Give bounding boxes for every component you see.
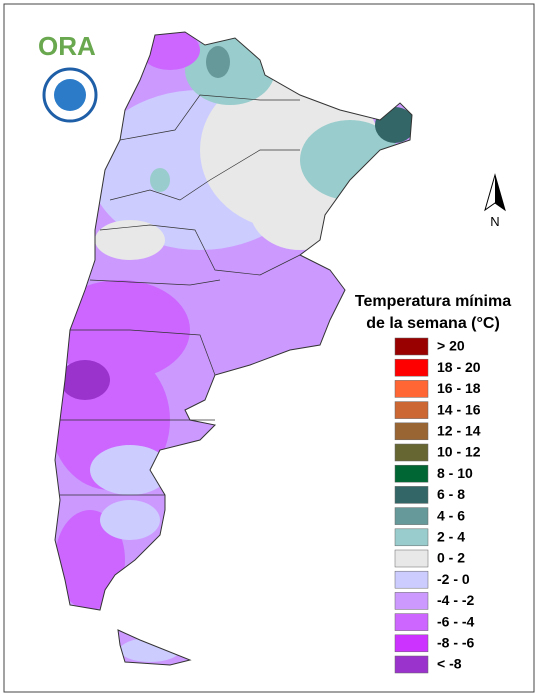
legend-swatch bbox=[394, 337, 429, 356]
legend-swatch bbox=[394, 549, 429, 568]
legend-label: -4 - -2 bbox=[437, 592, 475, 608]
legend-swatch bbox=[394, 358, 429, 377]
legend-label: 10 - 12 bbox=[437, 444, 481, 460]
legend-label: -8 - -6 bbox=[437, 635, 475, 651]
logo-text: ORA bbox=[38, 31, 96, 61]
legend-swatch bbox=[394, 507, 429, 525]
north-label: N bbox=[490, 214, 499, 229]
legend-label: 2 - 4 bbox=[437, 529, 465, 545]
province-borders bbox=[60, 94, 301, 496]
legend-title: de la semana (°C) bbox=[366, 315, 500, 332]
legend-swatch bbox=[394, 422, 429, 441]
legend-label: 12 - 14 bbox=[437, 423, 481, 439]
legend-label: > 20 bbox=[437, 338, 465, 354]
legend-swatch bbox=[394, 613, 429, 631]
north-arrow: N bbox=[484, 173, 506, 229]
legend-swatch bbox=[394, 401, 429, 419]
legend: Temperatura mínima de la semana (°C) > 2… bbox=[355, 293, 511, 674]
legend-swatch bbox=[394, 464, 429, 483]
legend-label: 4 - 6 bbox=[437, 507, 465, 523]
legend-swatch bbox=[394, 634, 429, 653]
legend-label: 18 - 20 bbox=[437, 359, 481, 375]
legend-swatch bbox=[394, 443, 429, 462]
legend-label: 0 - 2 bbox=[437, 550, 465, 566]
legend-swatch bbox=[394, 655, 429, 674]
legend-title: Temperatura mínima bbox=[355, 293, 511, 310]
legend-label: < -8 bbox=[437, 656, 462, 672]
legend-label: 14 - 16 bbox=[437, 401, 481, 417]
legend-swatch bbox=[394, 592, 429, 610]
legend-label: -6 - -4 bbox=[437, 613, 475, 629]
legend-swatch bbox=[394, 570, 429, 589]
legend-swatch bbox=[394, 486, 429, 504]
legend-label: 16 - 18 bbox=[437, 380, 481, 396]
legend-label: 8 - 10 bbox=[437, 465, 473, 481]
legend-swatch bbox=[394, 380, 429, 398]
legend-label: -2 - 0 bbox=[437, 571, 470, 587]
legend-label: 6 - 8 bbox=[437, 486, 465, 502]
legend-swatch bbox=[394, 528, 429, 547]
logo: ORA bbox=[38, 31, 98, 123]
